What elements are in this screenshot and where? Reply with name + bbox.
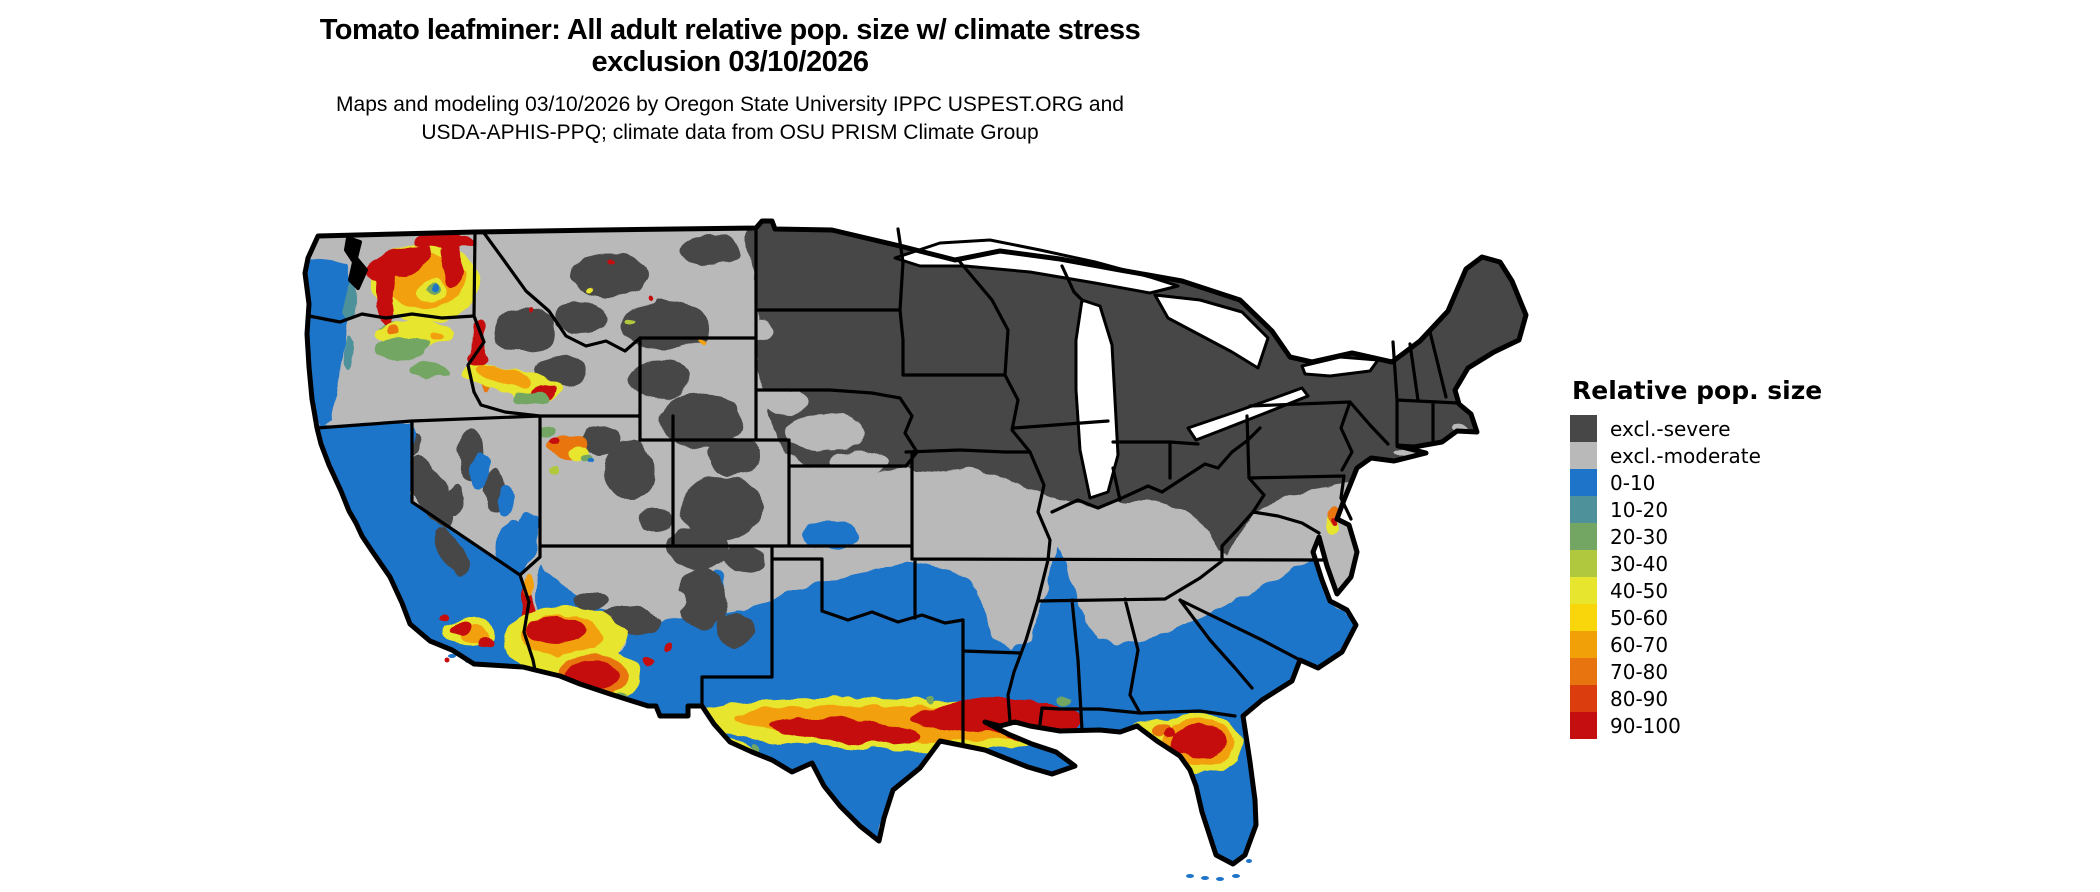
legend-label: 30-40 — [1610, 551, 1669, 576]
legend-label: 40-50 — [1610, 578, 1669, 603]
legend-label: 80-90 — [1610, 686, 1669, 711]
legend-item: 0-10 — [1570, 469, 1822, 496]
legend-label: 70-80 — [1610, 659, 1669, 684]
legend-label: excl.-moderate — [1610, 443, 1761, 468]
legend-item: 80-90 — [1570, 685, 1822, 712]
legend-item: 20-30 — [1570, 523, 1822, 550]
legend-item: 70-80 — [1570, 658, 1822, 685]
legend-label: excl.-severe — [1610, 416, 1731, 441]
legend: Relative pop. size excl.-severe excl.-mod… — [1570, 376, 1822, 739]
legend-item: excl.-severe — [1570, 415, 1822, 442]
region-excl-severe-overprint — [409, 455, 755, 657]
legend-item: 60-70 — [1570, 631, 1822, 658]
legend-item: excl.-moderate — [1570, 442, 1822, 469]
title-block: Tomato leafminer: All adult relative pop… — [0, 14, 1460, 146]
legend-swatch — [1570, 415, 1597, 442]
hotspot-socal-coast — [438, 613, 496, 648]
offshore-islands — [444, 654, 1252, 881]
legend-item: 40-50 — [1570, 577, 1822, 604]
us-outline — [302, 218, 1529, 867]
lake-michigan — [1074, 298, 1120, 500]
hotspot-snake-river-plain — [461, 353, 563, 405]
legend-label: 20-30 — [1610, 524, 1669, 549]
legend-swatch — [1570, 550, 1597, 577]
legend-title: Relative pop. size — [1572, 376, 1823, 405]
legend-label: 90-100 — [1610, 713, 1681, 738]
great-lakes — [893, 238, 1380, 500]
hotspot-north-oregon — [375, 320, 455, 352]
legend-swatch — [1570, 604, 1597, 631]
region-excl-moderate-patches — [622, 292, 1470, 474]
legend-label: 60-70 — [1610, 632, 1669, 657]
hotspot-arizona — [505, 606, 673, 708]
legend-swatch — [1570, 442, 1597, 469]
legend-swatch — [1570, 577, 1597, 604]
legend-item: 50-60 — [1570, 604, 1822, 631]
legend-label: 0-10 — [1610, 470, 1656, 495]
legend-swatch — [1570, 496, 1597, 523]
legend-label: 50-60 — [1610, 605, 1669, 630]
legend-swatch — [1570, 685, 1597, 712]
map-subtitle-line1: Maps and modeling 03/10/2026 by Oregon S… — [336, 93, 1124, 116]
state-borders — [307, 226, 1460, 745]
hotspot-columbia-basin — [367, 232, 491, 394]
raster-layers — [305, 221, 1526, 864]
legend-item: 10-20 — [1570, 496, 1822, 523]
map-title-line2: exclusion 03/10/2026 — [591, 46, 869, 78]
hotspot-salt-lake — [546, 434, 594, 464]
legend-label: 10-20 — [1610, 497, 1669, 522]
legend-swatch — [1570, 658, 1597, 685]
legend-item: 90-100 — [1570, 712, 1822, 739]
legend-swatch — [1570, 712, 1597, 739]
legend-swatch — [1570, 631, 1597, 658]
legend-item: 30-40 — [1570, 550, 1822, 577]
puget-sound — [344, 236, 368, 290]
map-title-line1: Tomato leafminer: All adult relative pop… — [319, 14, 1141, 46]
lake-huron — [1153, 293, 1270, 370]
map-subtitle-line2: USDA-APHIS-PPQ; climate data from OSU PR… — [421, 121, 1039, 144]
legend-items: excl.-severe excl.-moderate 0-10 10-20 20-30… — [1570, 415, 1822, 739]
legend-swatch — [1570, 523, 1597, 550]
legend-swatch — [1570, 469, 1597, 496]
